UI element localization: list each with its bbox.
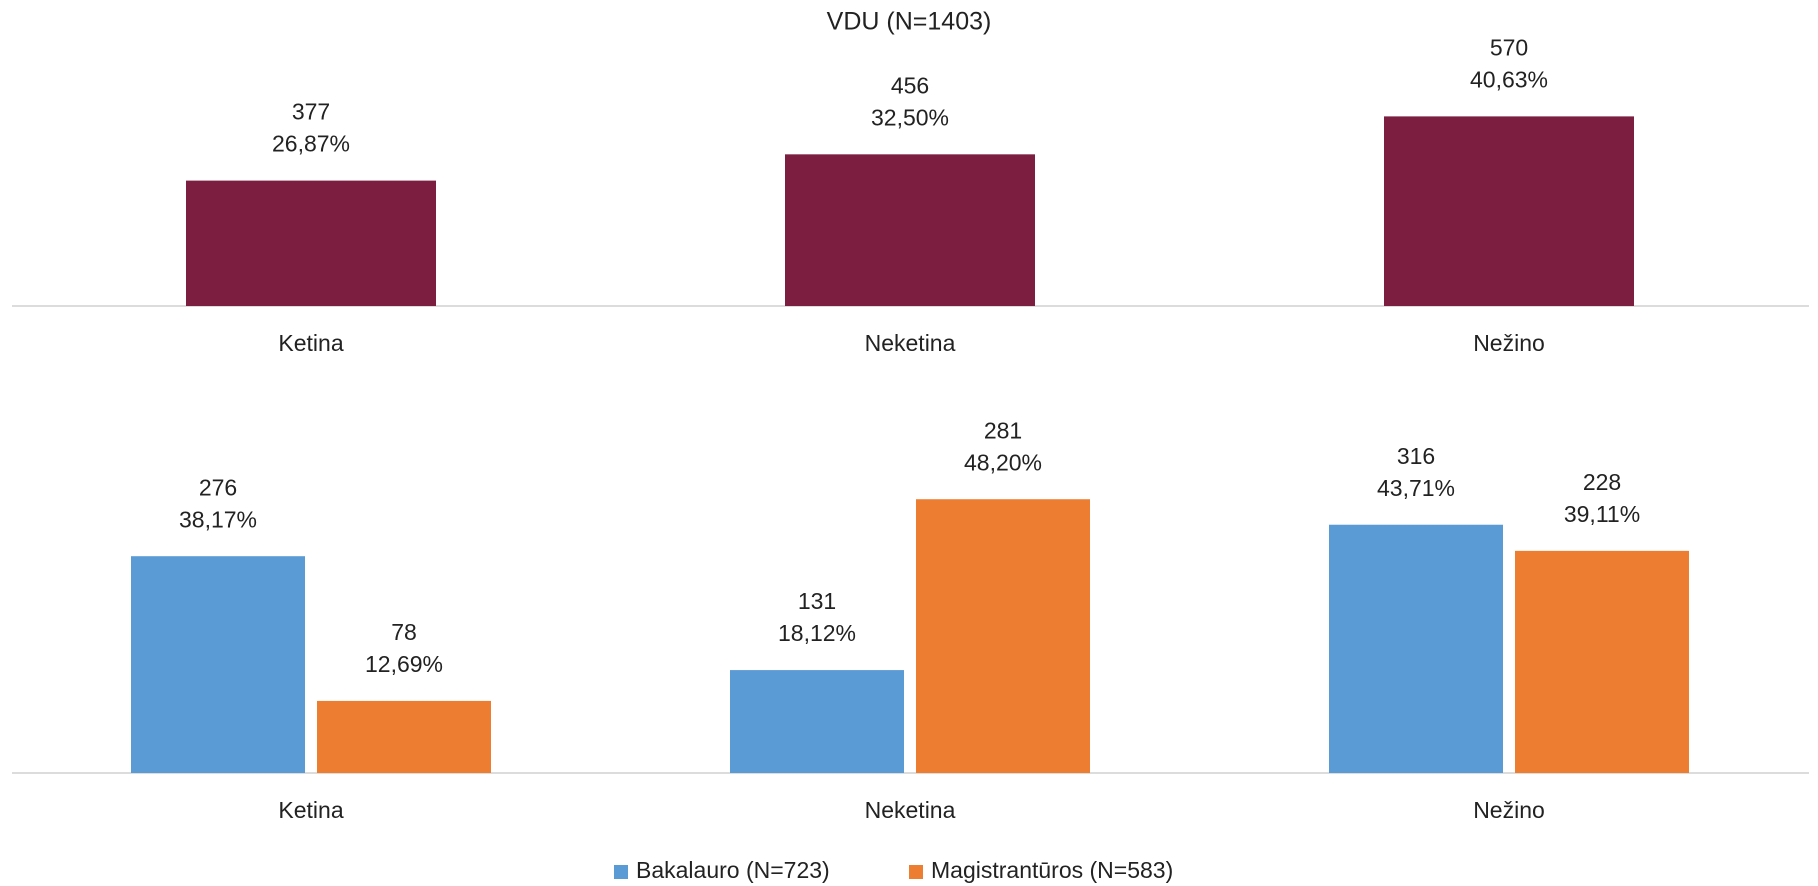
chart-title: VDU (N=1403) [827, 8, 992, 36]
count-label: 316 [1397, 443, 1435, 469]
count-label: 377 [292, 99, 330, 125]
x-tick-label: Neketina [865, 330, 956, 356]
value-label: 43,71% [1377, 475, 1455, 501]
x-tick-label: Ketina [278, 330, 343, 356]
legend-label: Bakalauro (N=723) [636, 857, 830, 883]
count-label: 228 [1583, 469, 1621, 495]
x-tick-label: Nežino [1473, 797, 1545, 823]
bar [186, 180, 436, 306]
x-tick-label: Neketina [865, 797, 956, 823]
count-label: 131 [798, 588, 836, 614]
count-label: 276 [199, 474, 237, 500]
legend-swatch [614, 865, 628, 879]
value-label: 38,17% [179, 506, 257, 532]
bar [730, 670, 904, 773]
value-label: 26,87% [272, 131, 350, 157]
value-label: 40,63% [1470, 66, 1548, 92]
bar [1329, 524, 1503, 773]
count-label: 570 [1490, 34, 1528, 60]
bar [131, 556, 305, 773]
count-label: 78 [391, 619, 417, 645]
count-label: 456 [891, 72, 929, 98]
legend-label: Magistrantūros (N=583) [931, 857, 1173, 883]
value-label: 18,12% [778, 620, 856, 646]
value-label: 12,69% [365, 651, 443, 677]
bar [1515, 550, 1689, 773]
value-label: 48,20% [964, 449, 1042, 475]
value-label: 32,50% [871, 104, 949, 130]
bar [1384, 116, 1634, 306]
count-label: 281 [984, 417, 1022, 443]
legend-swatch [909, 865, 923, 879]
value-label: 39,11% [1564, 501, 1640, 527]
x-tick-label: Nežino [1473, 330, 1545, 356]
bar [916, 499, 1090, 773]
x-tick-label: Ketina [278, 797, 343, 823]
bar [785, 154, 1035, 306]
bar [317, 700, 491, 773]
